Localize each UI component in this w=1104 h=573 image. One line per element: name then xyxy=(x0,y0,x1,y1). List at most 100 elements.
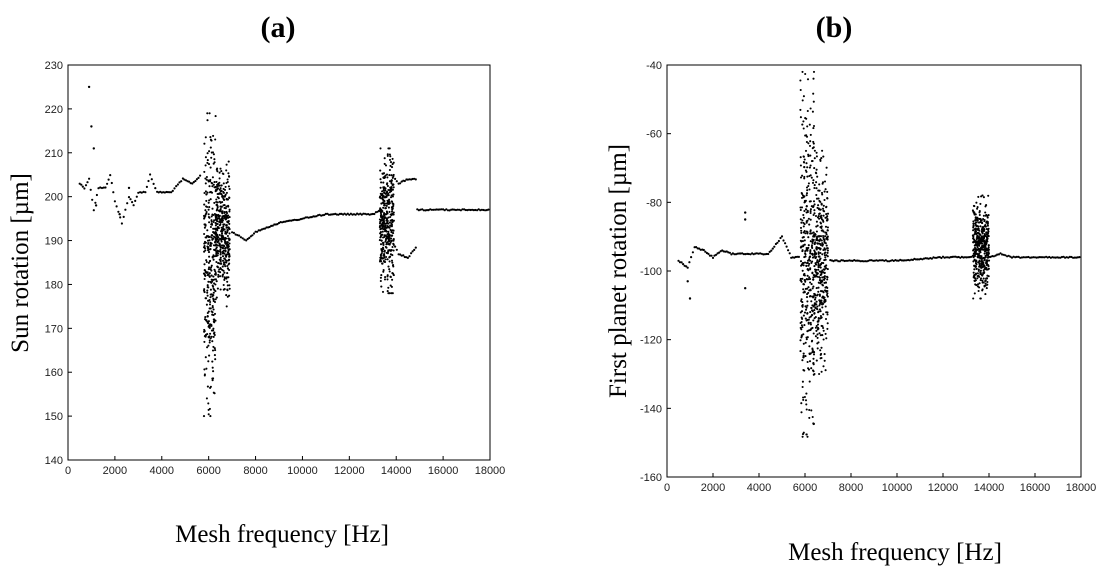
data-point xyxy=(484,209,487,212)
data-point xyxy=(808,262,811,265)
data-point xyxy=(226,267,229,270)
data-point xyxy=(215,168,218,171)
data-point xyxy=(808,416,811,419)
data-point xyxy=(974,265,977,269)
data-point xyxy=(476,209,479,212)
data-point xyxy=(823,210,826,213)
data-point xyxy=(207,344,210,347)
data-point xyxy=(385,183,389,186)
data-point xyxy=(809,321,812,324)
data-point xyxy=(975,263,978,266)
data-point xyxy=(214,283,217,286)
data-point xyxy=(818,279,821,282)
data-point xyxy=(800,264,803,267)
data-point xyxy=(820,299,823,302)
data-point xyxy=(225,212,229,215)
data-point xyxy=(211,185,214,188)
data-point xyxy=(385,173,389,176)
data-point xyxy=(978,210,981,213)
data-point xyxy=(208,260,211,263)
data-point xyxy=(1029,256,1032,259)
data-point xyxy=(815,263,818,266)
data-point xyxy=(212,291,215,294)
data-point xyxy=(219,251,222,254)
data-point xyxy=(809,328,812,331)
data-point xyxy=(384,207,387,210)
data-point xyxy=(799,88,802,92)
data-point xyxy=(215,203,218,207)
data-point xyxy=(414,178,417,181)
data-point xyxy=(822,155,825,158)
data-point xyxy=(799,339,802,342)
data-point xyxy=(129,198,132,201)
data-point xyxy=(986,283,989,286)
data-point xyxy=(232,231,235,234)
data-point xyxy=(810,300,813,303)
data-point xyxy=(218,184,221,187)
data-point xyxy=(226,264,229,268)
data-point xyxy=(688,261,691,264)
data-point xyxy=(222,273,225,276)
data-point xyxy=(802,398,805,401)
x-tick-label: 14000 xyxy=(974,482,1005,494)
data-point xyxy=(331,213,334,216)
data-point xyxy=(214,185,217,188)
data-point xyxy=(211,340,214,343)
data-point xyxy=(806,274,809,277)
data-point xyxy=(821,269,824,272)
data-point xyxy=(188,180,191,183)
data-point xyxy=(109,174,112,177)
data-point xyxy=(384,224,387,227)
data-point xyxy=(204,249,207,252)
data-point xyxy=(1009,255,1012,258)
data-point xyxy=(210,215,213,218)
data-point xyxy=(208,407,211,410)
panel-b-label: (b) xyxy=(816,11,853,44)
data-point xyxy=(380,247,383,251)
data-point xyxy=(392,232,395,235)
data-point xyxy=(824,300,827,303)
data-point xyxy=(817,262,820,265)
data-point xyxy=(389,249,392,252)
data-point xyxy=(1027,255,1030,259)
data-point xyxy=(759,252,762,255)
data-point xyxy=(387,265,390,268)
data-point xyxy=(979,273,982,276)
data-point xyxy=(212,297,215,300)
data-point xyxy=(204,156,207,159)
data-point xyxy=(224,185,227,188)
x-tick-label: 12000 xyxy=(334,465,365,477)
data-point xyxy=(974,283,977,286)
data-point xyxy=(388,201,391,204)
data-point xyxy=(973,213,976,216)
data-point xyxy=(809,211,812,215)
data-point xyxy=(979,233,982,237)
data-point xyxy=(811,181,815,184)
data-point xyxy=(390,210,394,213)
data-point xyxy=(803,209,806,213)
data-point xyxy=(380,285,383,288)
data-point xyxy=(223,277,226,280)
data-point xyxy=(800,196,804,199)
data-point xyxy=(225,237,228,240)
data-point xyxy=(207,310,210,313)
data-point xyxy=(210,139,213,142)
data-point xyxy=(822,313,825,316)
data-point xyxy=(387,292,390,295)
data-point xyxy=(387,249,390,252)
data-point xyxy=(981,245,984,248)
data-point xyxy=(210,324,213,327)
data-point xyxy=(813,292,816,295)
data-point xyxy=(981,289,984,292)
data-point xyxy=(140,191,143,194)
data-point xyxy=(806,231,809,234)
data-point xyxy=(843,259,846,263)
data-point xyxy=(222,249,225,252)
data-point xyxy=(806,330,809,333)
data-point xyxy=(813,249,816,252)
data-point xyxy=(387,216,390,219)
data-point xyxy=(816,272,819,275)
data-point xyxy=(1041,256,1044,259)
data-point xyxy=(987,275,990,278)
